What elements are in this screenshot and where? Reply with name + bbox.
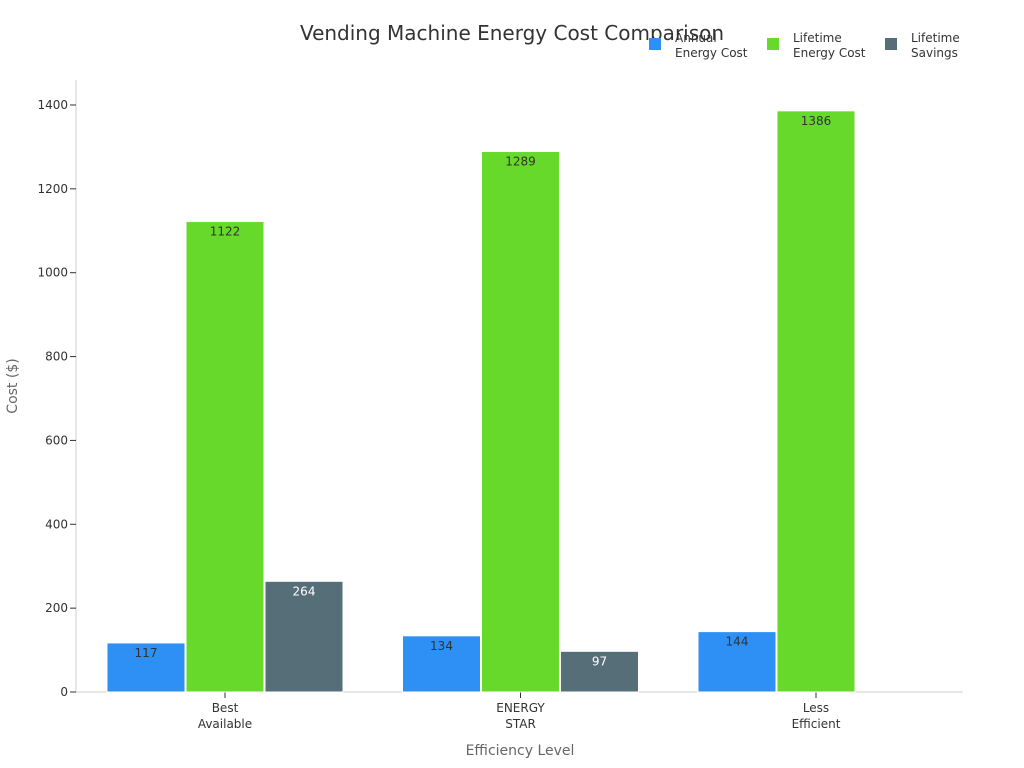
- data-label: 1122: [210, 225, 241, 239]
- bar: [560, 650, 639, 693]
- data-label: 134: [430, 639, 453, 653]
- y-tick-label: 800: [45, 350, 68, 364]
- y-tick-label: 0: [60, 685, 68, 699]
- data-label: 1386: [801, 114, 832, 128]
- legend-entry: Lifetime Savings: [911, 31, 960, 60]
- bar: [776, 110, 856, 693]
- y-tick-label: 400: [45, 517, 68, 531]
- bars-group: 117 1122 264 134 1289 97 144 1386: [106, 110, 856, 693]
- bar: [402, 635, 481, 693]
- data-label: 1289: [505, 155, 536, 169]
- bar: [106, 642, 186, 693]
- bar: [481, 151, 560, 693]
- x-tick-label: Less Efficient: [792, 701, 841, 731]
- y-tick-label: 1200: [37, 182, 68, 196]
- data-label: 144: [726, 635, 749, 649]
- bar: [697, 631, 777, 693]
- y-tick-label: 1000: [37, 266, 68, 280]
- y-tick-label: 200: [45, 601, 68, 615]
- legend-swatch: [767, 38, 779, 50]
- data-label: 117: [135, 646, 158, 660]
- data-label: 97: [592, 654, 607, 668]
- legend: Annual Energy Cost Lifetime Energy Cost Life…: [649, 31, 960, 60]
- y-axis-label: Cost ($): [5, 358, 21, 413]
- legend-swatch: [885, 38, 897, 50]
- y-tick-label: 1400: [37, 98, 68, 112]
- y-tick-label: 600: [45, 433, 68, 447]
- bar: [185, 221, 265, 693]
- legend-entry: Lifetime Energy Cost: [793, 31, 866, 60]
- x-axis-label: Efficiency Level: [466, 743, 575, 759]
- x-tick-label: ENERGY STAR: [496, 701, 545, 731]
- bar: [264, 580, 344, 693]
- x-tick-label: Best Available: [198, 701, 252, 731]
- data-label: 264: [293, 584, 316, 598]
- legend-entry: Annual Energy Cost: [675, 31, 748, 60]
- legend-swatch: [649, 38, 661, 50]
